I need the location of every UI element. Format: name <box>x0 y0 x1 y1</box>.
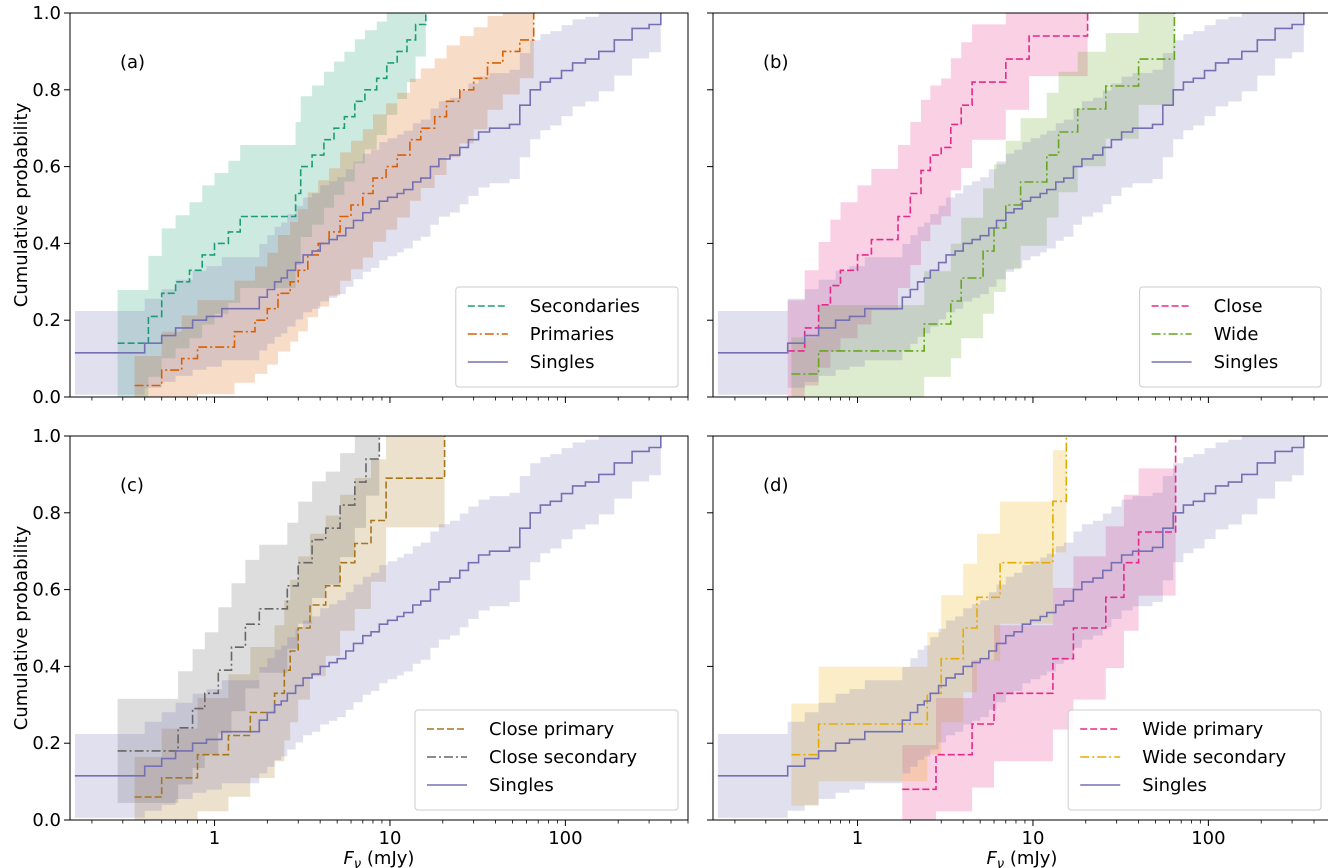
x-tick-label: 1 <box>852 828 863 849</box>
legend-label: Close secondary <box>489 747 637 768</box>
panel-label: (c) <box>120 475 144 496</box>
confidence-band <box>74 436 661 818</box>
legend-label: Wide <box>1214 324 1259 345</box>
legend-label: Singles <box>489 775 554 796</box>
legend-label: Singles <box>1142 775 1207 796</box>
y-tick-label: 0.0 <box>32 387 61 408</box>
axes-frame <box>712 12 1328 398</box>
y-tick-label: 1.0 <box>32 3 61 24</box>
legend: Close Wide Singles <box>1139 286 1322 388</box>
series-line <box>74 13 662 354</box>
chart-panel: 0.0 0.2 0.4 0.6 0.8 1.0 1 10 100 (c) Close primary… <box>32 426 689 849</box>
legend: Wide primary Wide secondary Singles <box>1067 709 1322 811</box>
panel-label: (a) <box>120 52 145 73</box>
confidence-band <box>134 436 445 820</box>
confidence-band <box>902 436 1176 820</box>
series-line <box>791 13 1176 375</box>
y-axis-title: Cumulative probability <box>11 525 32 730</box>
confidence-band <box>787 13 1088 397</box>
legend: Secondaries Primaries Singles <box>455 286 679 388</box>
confidence-band <box>791 436 1067 806</box>
series-line <box>787 13 1089 352</box>
panel-label: (b) <box>763 52 788 73</box>
confidence-band <box>74 13 661 395</box>
y-tick-label: 0.4 <box>32 233 61 254</box>
chart-panel: 0.0 0.2 0.4 0.6 0.8 1.0 (a) Secondaries Primarie… <box>32 3 689 408</box>
legend-box <box>455 286 679 388</box>
x-tick-label: 100 <box>1191 828 1225 849</box>
series-line <box>117 13 427 344</box>
series-line <box>74 436 662 777</box>
series-line <box>717 13 1305 354</box>
y-tick-label: 0.8 <box>32 503 61 524</box>
series-line <box>134 436 446 798</box>
axes-frame <box>712 435 1328 821</box>
y-tick-label: 0.4 <box>32 656 61 677</box>
y-tick-label: 0.6 <box>32 580 61 601</box>
legend-label: Close primary <box>489 719 615 740</box>
confidence-band <box>717 13 1304 395</box>
axes-frame <box>69 435 689 821</box>
legend-label: Secondaries <box>530 296 640 317</box>
series-line <box>791 436 1068 756</box>
y-tick-label: 0.6 <box>32 157 61 178</box>
y-tick-label: 0.8 <box>32 80 61 101</box>
confidence-band <box>134 13 534 397</box>
legend-box <box>1067 709 1322 811</box>
x-tick-label: 100 <box>548 828 582 849</box>
series-line <box>134 13 535 387</box>
x-axis-title: Fν (mJy) <box>344 848 415 868</box>
x-tick-label: 1 <box>209 828 220 849</box>
series-line <box>717 436 1305 777</box>
legend-label: Primaries <box>530 324 614 345</box>
legend-label: Singles <box>530 352 595 373</box>
legend-label: Wide secondary <box>1142 747 1286 768</box>
axes-frame <box>69 12 689 398</box>
series-line <box>117 436 381 752</box>
y-tick-label: 0.2 <box>32 733 61 754</box>
series-line <box>902 436 1177 791</box>
chart-panel: (b) Close Wide Singles <box>707 12 1328 403</box>
y-tick-label: 0.2 <box>32 310 61 331</box>
legend-label: Close <box>1214 296 1263 317</box>
panel-label: (d) <box>763 475 788 496</box>
legend-box <box>414 709 679 811</box>
y-tick-label: 1.0 <box>32 426 61 447</box>
legend-label: Wide primary <box>1142 719 1263 740</box>
x-tick-label: 10 <box>379 828 402 849</box>
x-tick-label: 10 <box>1022 828 1045 849</box>
confidence-band <box>117 436 380 803</box>
y-tick-label: 0.0 <box>32 810 61 831</box>
confidence-band <box>117 13 426 397</box>
chart-panel: 1 10 100 (d) Wide primary Wide secondary Singl… <box>707 435 1328 849</box>
legend: Close primary Close secondary Singles <box>414 709 679 811</box>
x-axis-title: Fν (mJy) <box>987 848 1058 868</box>
y-axis-title: Cumulative probability <box>11 102 32 307</box>
legend-label: Singles <box>1214 352 1279 373</box>
